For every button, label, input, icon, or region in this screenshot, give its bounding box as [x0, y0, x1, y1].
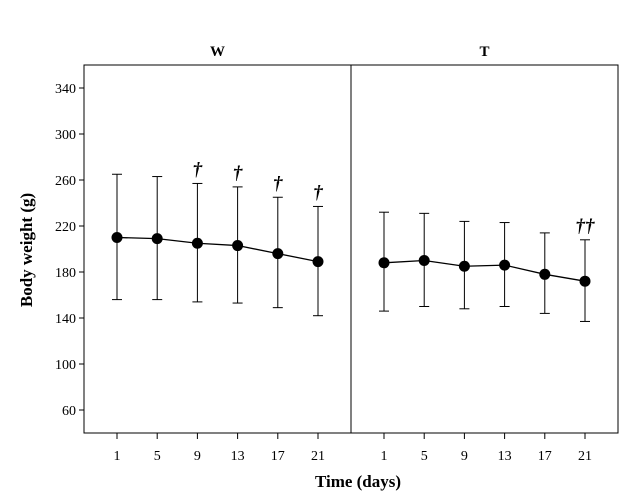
x-tick-label: 1	[114, 449, 121, 464]
significance-mark: ††	[576, 216, 596, 237]
y-tick-label: 140	[55, 312, 76, 327]
series-line-t	[383, 259, 586, 282]
x-tick-label: 21	[578, 449, 592, 464]
y-tick-label: 340	[55, 82, 76, 97]
x-axis-title: Time (days)	[315, 472, 401, 491]
data-point	[539, 268, 551, 280]
data-point	[272, 248, 284, 260]
significance-mark: †	[233, 163, 243, 184]
series-line-w	[116, 236, 319, 263]
x-tick-label: 21	[311, 449, 325, 464]
significance-mark: †	[193, 159, 203, 180]
x-tick-label: 9	[461, 449, 468, 464]
y-tick-label: 260	[55, 174, 76, 189]
data-point	[191, 237, 203, 249]
y-tick-label: 60	[62, 404, 76, 419]
x-tick-label: 13	[498, 449, 512, 464]
data-point	[458, 260, 470, 272]
y-tick-label: 220	[55, 220, 76, 235]
x-tick-label: 5	[154, 449, 161, 464]
x-tick-label: 17	[271, 449, 285, 464]
y-tick-label: 300	[55, 128, 76, 143]
x-tick-label: 13	[231, 449, 245, 464]
data-point	[111, 232, 123, 243]
x-tick-label: 5	[421, 449, 428, 464]
y-axis-title: Body weight (g)	[17, 193, 36, 307]
significance-mark: †	[273, 173, 283, 194]
y-tick-label: 100	[55, 358, 76, 373]
x-tick-label: 9	[194, 449, 201, 464]
data-point	[579, 275, 591, 287]
x-tick-label: 1	[381, 449, 388, 464]
panel-title-w: W	[210, 44, 225, 60]
significance-mark: †	[313, 182, 323, 203]
x-tick-label: 17	[538, 449, 552, 464]
y-tick-label: 180	[55, 266, 76, 281]
data-point	[151, 233, 163, 245]
data-point	[418, 255, 430, 266]
data-point	[378, 257, 390, 269]
data-point	[312, 256, 324, 268]
panel-title-t: T	[479, 44, 489, 60]
data-point	[232, 240, 244, 252]
data-point	[499, 259, 511, 271]
